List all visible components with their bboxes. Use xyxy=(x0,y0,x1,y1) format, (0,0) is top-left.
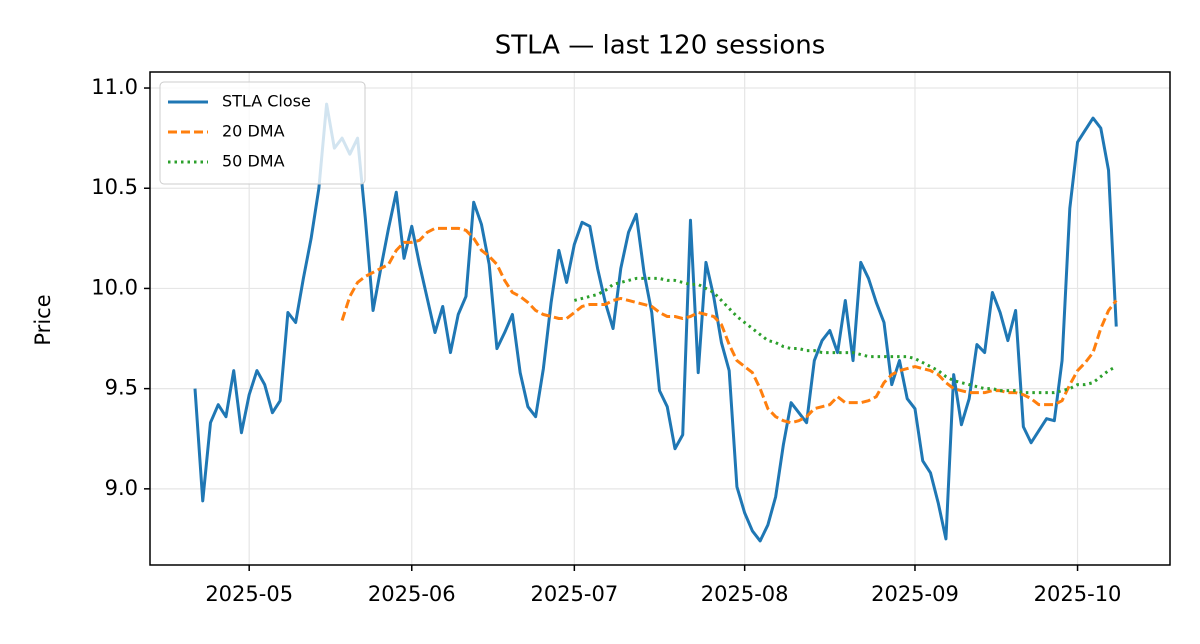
y-tick-label: 9.5 xyxy=(105,376,138,400)
y-tick-label: 11.0 xyxy=(91,75,138,99)
y-tick-label: 10.5 xyxy=(91,175,138,199)
x-tick-label: 2025-09 xyxy=(871,582,959,606)
legend-label: STLA Close xyxy=(222,92,311,111)
series-line xyxy=(340,226,1118,425)
x-tick-label: 2025-06 xyxy=(368,582,456,606)
y-axis-label: Price xyxy=(31,294,55,345)
x-tick-label: 2025-05 xyxy=(205,582,293,606)
x-tick-label: 2025-08 xyxy=(701,582,789,606)
y-tick-label: 10.0 xyxy=(91,275,138,299)
chart-title: STLA — last 120 sessions xyxy=(495,31,826,61)
legend-box xyxy=(159,81,366,185)
legend-label: 20 DMA xyxy=(222,122,285,141)
legend-label: 50 DMA xyxy=(222,152,285,171)
y-tick-label: 9.0 xyxy=(105,476,138,500)
x-tick-label: 2025-10 xyxy=(1034,582,1122,606)
plot-frame xyxy=(149,71,1171,566)
x-tick-label: 2025-07 xyxy=(530,582,618,606)
series-line xyxy=(573,276,1117,395)
